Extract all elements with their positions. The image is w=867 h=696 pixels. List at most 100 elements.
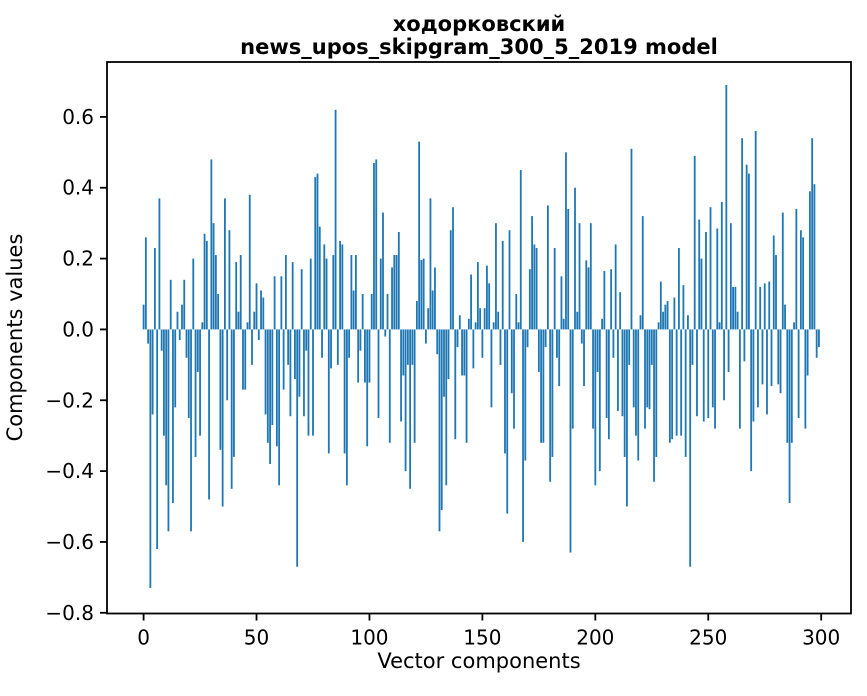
bar	[605, 329, 608, 418]
bar	[619, 292, 622, 330]
bar	[513, 329, 515, 429]
bar	[201, 322, 204, 330]
bar	[709, 207, 712, 330]
y-tick-label: 0.2	[62, 247, 94, 271]
bar	[275, 329, 278, 447]
bar	[382, 212, 384, 330]
x-axis-label: Vector components	[377, 649, 580, 673]
bar	[438, 329, 441, 532]
bar	[677, 247, 680, 330]
bar	[748, 173, 750, 330]
bar	[332, 255, 335, 330]
x-tick-label: 0	[137, 626, 150, 650]
y-tick-label: −0.4	[45, 459, 94, 483]
bar	[659, 281, 662, 330]
bar	[246, 322, 249, 330]
bar	[269, 329, 271, 465]
bar	[750, 329, 753, 472]
bar	[594, 329, 597, 486]
bar	[312, 329, 314, 436]
bar	[510, 329, 513, 394]
bar	[289, 329, 292, 417]
bar	[348, 329, 351, 358]
bar	[181, 304, 183, 330]
bar	[741, 138, 744, 330]
bar	[386, 294, 389, 330]
bar	[239, 255, 242, 330]
bar	[662, 311, 664, 330]
bar	[813, 184, 816, 330]
bar	[384, 329, 387, 337]
bar	[815, 329, 818, 358]
bar	[156, 329, 159, 550]
bar	[696, 329, 698, 417]
bar	[499, 329, 502, 365]
bar	[490, 329, 493, 408]
y-tick-label: −0.2	[45, 388, 94, 412]
bar	[754, 131, 757, 330]
bar	[280, 276, 283, 330]
bar	[533, 244, 536, 330]
bar	[330, 329, 332, 369]
bar	[531, 216, 533, 330]
bar	[682, 285, 685, 330]
bar	[501, 240, 504, 330]
bar	[183, 279, 186, 330]
bar	[172, 329, 174, 503]
bar	[623, 329, 626, 457]
bar	[592, 329, 594, 429]
bar	[144, 237, 147, 330]
bar	[465, 329, 468, 443]
bar	[278, 329, 281, 486]
bar	[772, 235, 775, 330]
bar	[781, 212, 784, 330]
bar	[160, 329, 163, 351]
bar	[524, 329, 527, 461]
bar	[190, 329, 192, 532]
bar	[429, 198, 432, 330]
bar	[458, 315, 461, 330]
bar	[427, 308, 430, 330]
bar	[560, 276, 563, 330]
bar	[551, 329, 554, 457]
bar	[404, 329, 407, 472]
bar	[226, 329, 229, 401]
bar	[479, 308, 482, 330]
bar	[260, 290, 262, 330]
bar	[391, 267, 393, 330]
bar	[167, 329, 170, 532]
bar	[653, 329, 655, 482]
bar	[291, 262, 294, 330]
bar	[345, 329, 348, 486]
bar	[761, 329, 764, 385]
bar	[266, 329, 269, 443]
bar	[808, 191, 811, 330]
bar	[497, 311, 500, 330]
bar	[440, 329, 443, 511]
y-axis-ticks: 0.6 0.4 0.2 0.0 −0.2 −0.4 −0.6 −0.8	[45, 105, 107, 625]
bar	[583, 329, 585, 387]
bar	[770, 329, 773, 387]
bar	[174, 329, 177, 408]
bar	[705, 232, 707, 330]
bar	[720, 201, 723, 330]
bar	[655, 329, 658, 457]
bar	[472, 329, 475, 369]
bar	[262, 297, 265, 330]
bar	[666, 301, 669, 330]
bar	[196, 329, 199, 372]
bar	[763, 283, 766, 330]
bar	[436, 329, 439, 355]
bar	[790, 329, 793, 443]
bar	[199, 329, 201, 436]
bar	[443, 329, 445, 397]
bar	[461, 329, 463, 376]
bar	[610, 269, 613, 330]
x-tick-label: 50	[244, 626, 269, 650]
bar	[585, 260, 588, 330]
bar	[228, 230, 231, 330]
bar	[687, 315, 689, 330]
bar	[287, 329, 290, 365]
bar	[804, 329, 807, 429]
